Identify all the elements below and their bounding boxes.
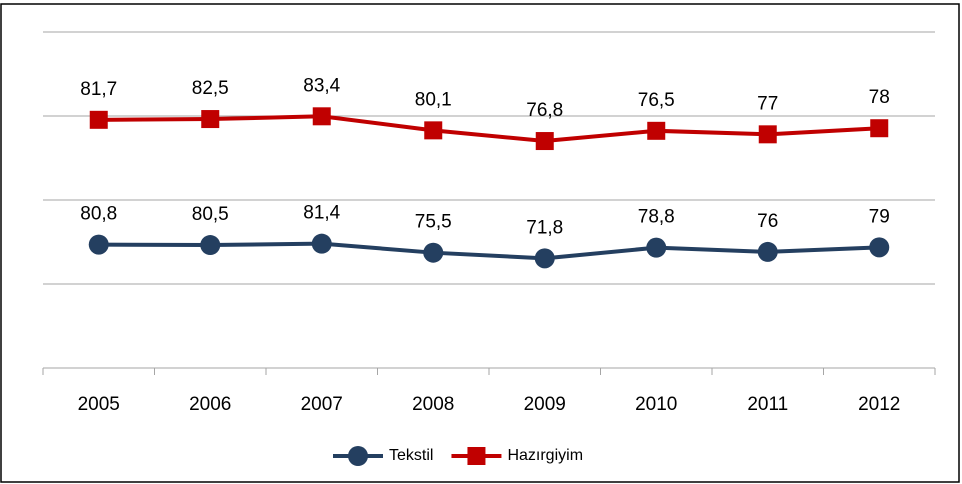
data-point	[424, 121, 443, 140]
data-point	[870, 119, 889, 138]
x-tick-label: 2010	[635, 394, 677, 415]
data-point	[423, 242, 444, 263]
data-label: 80,8	[80, 204, 117, 225]
data-label: 80,5	[192, 204, 229, 225]
legend-label: Tekstil	[389, 447, 433, 464]
data-point	[535, 132, 554, 151]
data-label: 79	[869, 206, 890, 227]
data-point	[88, 234, 109, 255]
x-tick-label: 2008	[412, 394, 454, 415]
data-point	[201, 110, 220, 129]
data-label: 81,4	[303, 203, 340, 224]
data-point	[534, 248, 555, 269]
data-point	[757, 241, 778, 262]
legend-label: Hazırgiyim	[507, 447, 583, 464]
legend-marker	[348, 446, 368, 466]
data-label: 76	[757, 211, 778, 232]
x-tick-label: 2007	[301, 394, 343, 415]
series-line	[98, 241, 880, 261]
data-point	[869, 237, 890, 258]
data-point	[311, 233, 332, 254]
data-label: 78	[869, 87, 890, 108]
data-label: 77	[757, 93, 778, 114]
x-tick-label: 2005	[78, 394, 120, 415]
series-line	[98, 114, 880, 144]
data-point	[89, 110, 108, 129]
x-tick-label: 2011	[747, 394, 788, 415]
data-point	[646, 237, 667, 258]
legend-marker	[467, 447, 486, 465]
data-label: 80,1	[415, 89, 452, 110]
data-label: 76,5	[638, 90, 675, 111]
data-label: 83,4	[303, 75, 340, 96]
x-tick-label: 2009	[524, 394, 566, 415]
data-point	[758, 125, 777, 144]
data-label: 76,8	[526, 100, 563, 121]
data-label: 81,7	[80, 79, 117, 100]
data-label: 71,8	[526, 217, 563, 238]
data-point	[647, 121, 666, 140]
data-label: 78,8	[638, 207, 675, 228]
data-point	[312, 107, 331, 126]
data-point	[200, 235, 221, 256]
x-tick-label: 2012	[858, 394, 900, 415]
data-label: 82,5	[192, 78, 229, 99]
x-tick-label: 2006	[189, 394, 231, 415]
data-label: 75,5	[415, 212, 452, 233]
